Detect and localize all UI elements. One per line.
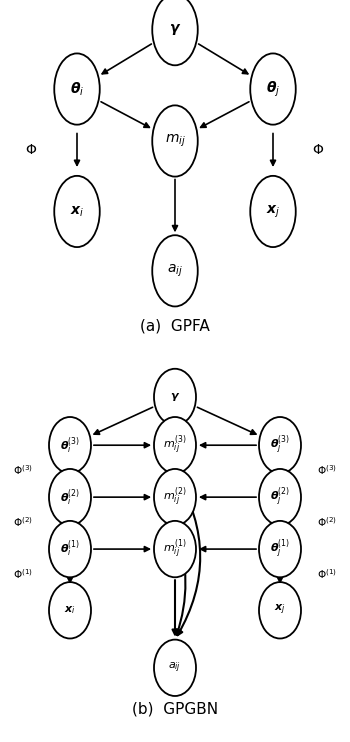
Text: $\Phi$: $\Phi$ (26, 142, 37, 157)
Text: $\boldsymbol{\gamma}$: $\boldsymbol{\gamma}$ (169, 22, 181, 37)
Text: $\boldsymbol{x}_j$: $\boldsymbol{x}_j$ (266, 203, 280, 220)
Text: $\Phi^{(3)}$: $\Phi^{(3)}$ (13, 464, 33, 477)
Ellipse shape (250, 53, 296, 125)
Ellipse shape (54, 53, 100, 125)
Text: $\Phi^{(2)}$: $\Phi^{(2)}$ (13, 516, 33, 529)
Ellipse shape (154, 640, 196, 696)
Text: $m_{ij}$: $m_{ij}$ (164, 133, 186, 149)
Text: $\boldsymbol{\theta}_j^{(3)}$: $\boldsymbol{\theta}_j^{(3)}$ (270, 433, 290, 457)
Text: $m_{ij}^{(1)}$: $m_{ij}^{(1)}$ (163, 537, 187, 561)
Text: $\Phi^{(3)}$: $\Phi^{(3)}$ (317, 464, 337, 477)
Ellipse shape (154, 417, 196, 473)
Text: $\Phi^{(2)}$: $\Phi^{(2)}$ (317, 516, 337, 529)
Ellipse shape (49, 582, 91, 638)
Ellipse shape (49, 417, 91, 473)
Text: $\boldsymbol{\theta}_j^{(1)}$: $\boldsymbol{\theta}_j^{(1)}$ (270, 537, 290, 561)
Ellipse shape (49, 521, 91, 577)
Text: (a)  GPFA: (a) GPFA (140, 319, 210, 334)
Text: $\boldsymbol{\gamma}$: $\boldsymbol{\gamma}$ (170, 391, 180, 403)
Ellipse shape (154, 469, 196, 525)
Ellipse shape (259, 582, 301, 638)
Ellipse shape (152, 105, 198, 177)
Ellipse shape (154, 369, 196, 425)
Ellipse shape (250, 176, 296, 247)
Ellipse shape (154, 521, 196, 577)
Text: (b)  GPGBN: (b) GPGBN (132, 701, 218, 716)
Text: $\boldsymbol{\theta}_i^{(3)}$: $\boldsymbol{\theta}_i^{(3)}$ (60, 435, 80, 456)
Text: $\boldsymbol{\theta}_i^{(2)}$: $\boldsymbol{\theta}_i^{(2)}$ (60, 487, 80, 508)
Text: $\boldsymbol{x}_i$: $\boldsymbol{x}_i$ (70, 204, 84, 219)
Ellipse shape (152, 0, 198, 65)
Text: $\boldsymbol{\theta}_j^{(2)}$: $\boldsymbol{\theta}_j^{(2)}$ (270, 485, 290, 509)
Text: $\boldsymbol{\theta}_j$: $\boldsymbol{\theta}_j$ (266, 79, 280, 99)
Text: $\Phi^{(1)}$: $\Phi^{(1)}$ (317, 568, 337, 581)
Ellipse shape (259, 521, 301, 577)
Ellipse shape (259, 417, 301, 473)
Text: $\boldsymbol{x}_j$: $\boldsymbol{x}_j$ (274, 603, 286, 617)
Ellipse shape (54, 176, 100, 247)
Text: $\boldsymbol{x}_i$: $\boldsymbol{x}_i$ (64, 605, 76, 616)
Ellipse shape (152, 235, 198, 306)
Text: $a_{ij}$: $a_{ij}$ (168, 660, 182, 675)
Ellipse shape (259, 469, 301, 525)
Text: $\boldsymbol{\theta}_i^{(1)}$: $\boldsymbol{\theta}_i^{(1)}$ (60, 539, 80, 559)
Text: $m_{ij}^{(2)}$: $m_{ij}^{(2)}$ (163, 485, 187, 509)
Text: $\boldsymbol{\theta}_i$: $\boldsymbol{\theta}_i$ (70, 80, 84, 98)
Text: $\Phi^{(1)}$: $\Phi^{(1)}$ (13, 568, 33, 581)
Text: $m_{ij}^{(3)}$: $m_{ij}^{(3)}$ (163, 433, 187, 457)
Ellipse shape (49, 469, 91, 525)
Text: $\Phi$: $\Phi$ (313, 142, 324, 157)
Text: $a_{ij}$: $a_{ij}$ (167, 263, 183, 279)
